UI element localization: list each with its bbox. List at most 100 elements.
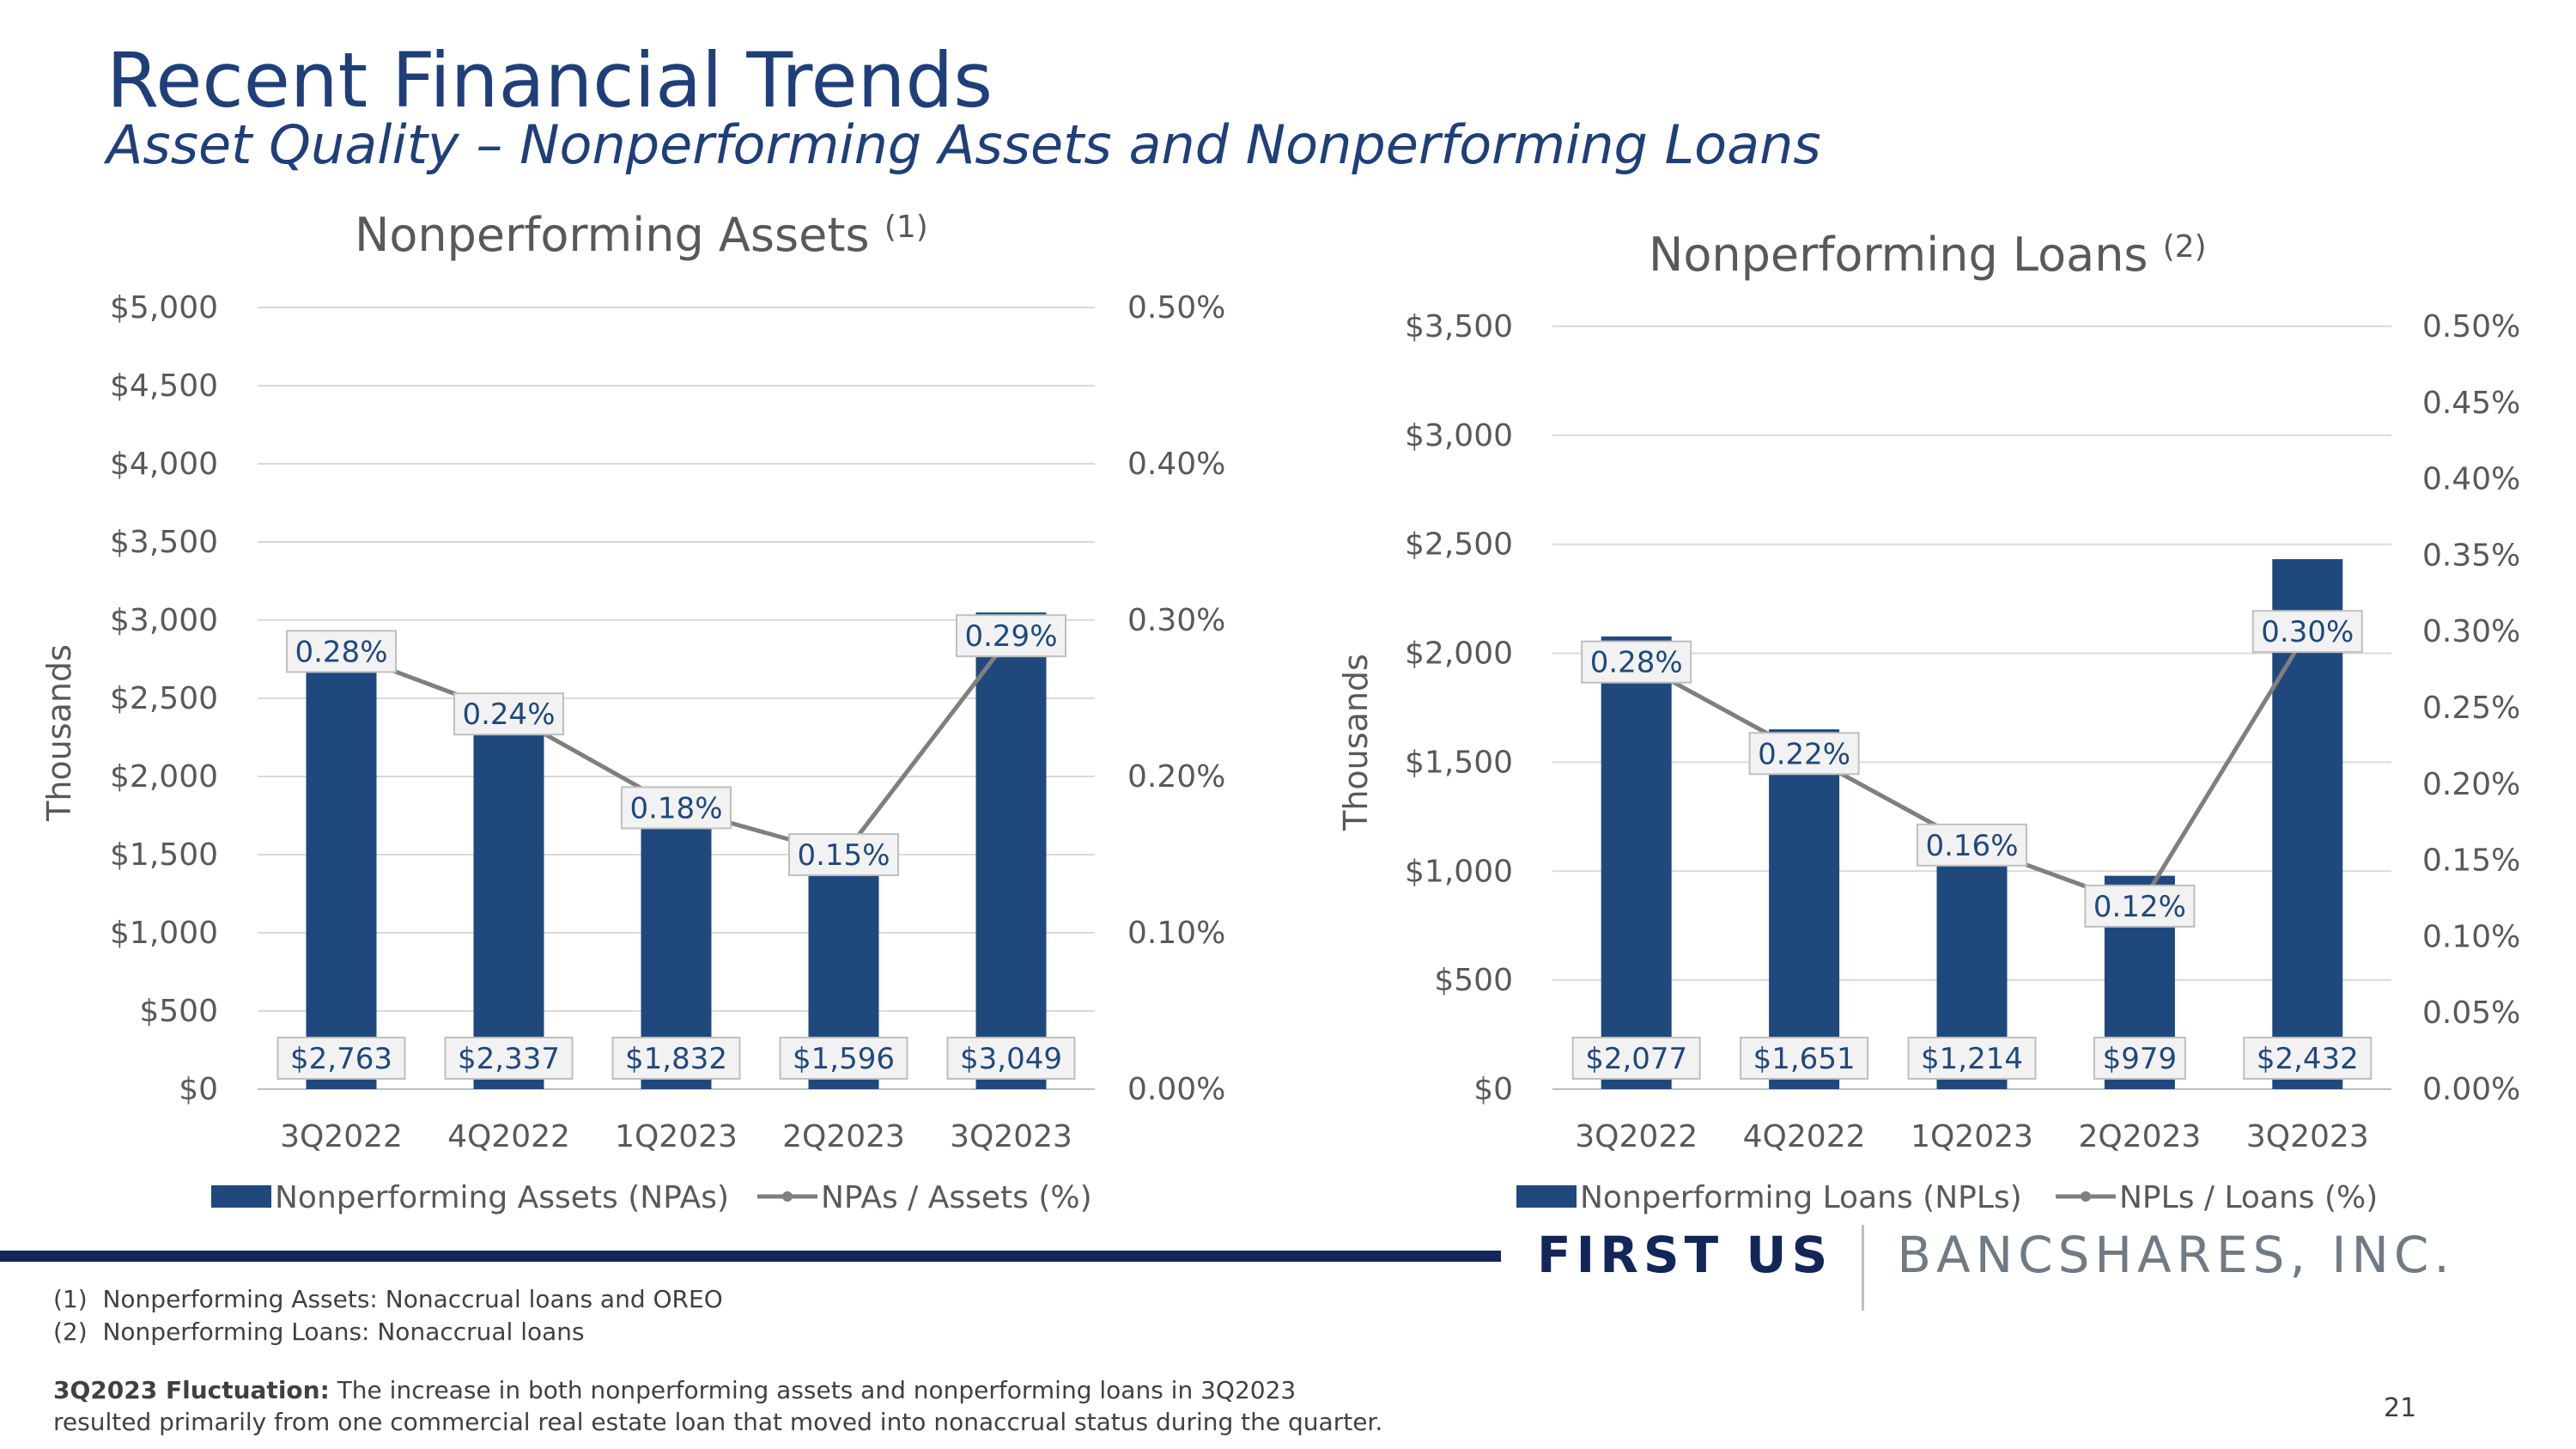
page-number: 21 <box>2384 1393 2417 1423</box>
y-axis-title: Thousands <box>40 644 78 822</box>
legend-bar-label: Nonperforming Loans (NPLs) <box>1580 1180 2022 1215</box>
bar-data-label: $3,049 <box>960 1042 1062 1076</box>
chart-title-superscript: (2) <box>2163 229 2207 265</box>
line-data-label-box <box>453 692 564 736</box>
logo-separator <box>1862 1225 1865 1311</box>
y2-tick-label: 0.00% <box>2422 1072 2520 1107</box>
legend-line-marker <box>782 1191 793 1202</box>
line-data-label-box <box>621 786 732 830</box>
bar <box>1769 729 1840 1089</box>
y-tick-label: $0 <box>1473 1072 1513 1107</box>
y-tick-label: $3,000 <box>110 603 218 638</box>
bar <box>473 723 544 1089</box>
bar-data-label-box <box>946 1037 1076 1080</box>
y-tick-label: $2,500 <box>110 681 218 716</box>
bar-data-label: $1,596 <box>793 1042 895 1076</box>
y2-tick-label: 0.40% <box>2422 462 2520 497</box>
bar-data-label: $2,432 <box>2257 1042 2359 1076</box>
footer-rule <box>0 1251 1501 1262</box>
chart-title-text: Nonperforming Loans <box>1649 228 2163 282</box>
line-data-label-box <box>2251 610 2363 654</box>
legend-line-marker <box>2081 1191 2091 1202</box>
y-axis-title: Thousands <box>1337 654 1375 831</box>
page-subtitle: Asset Quality – Nonperforming Assets and… <box>106 113 1821 176</box>
footnote-1: (1) Nonperforming Assets: Nonaccrual loa… <box>53 1283 723 1316</box>
line-data-label: 0.15% <box>797 838 890 873</box>
y2-tick-label: 0.45% <box>2422 386 2520 421</box>
footnotes: (1) Nonperforming Assets: Nonaccrual loa… <box>53 1283 723 1349</box>
bar-data-label-box <box>1907 1037 2037 1080</box>
y-tick-label: $1,500 <box>1405 745 1513 780</box>
bar-data-label-box <box>444 1037 574 1080</box>
y2-tick-label: 0.20% <box>1127 759 1225 795</box>
y2-tick-label: 0.40% <box>1127 447 1225 482</box>
line-data-label: 0.22% <box>1758 737 1850 771</box>
bar-data-label: $1,832 <box>625 1042 727 1076</box>
line-data-label-box <box>2084 884 2196 928</box>
y2-tick-label: 0.10% <box>1127 916 1225 951</box>
bar <box>975 612 1047 1089</box>
footnote-2: (2) Nonperforming Loans: Nonaccrual loan… <box>53 1316 723 1349</box>
legend-line-label: NPAs / Assets (%) <box>821 1180 1092 1215</box>
y2-tick-label: 0.00% <box>1127 1072 1225 1107</box>
x-tick-label: 4Q2022 <box>1743 1119 1866 1154</box>
bar-data-label-box <box>276 1037 406 1080</box>
bar-data-label-box <box>1740 1037 1869 1080</box>
y-tick-label: $4,500 <box>110 368 218 404</box>
bar-data-label-box <box>2243 1037 2372 1080</box>
legend-line-label: NPLs / Loans (%) <box>2119 1180 2378 1215</box>
chart-title: Nonperforming Loans (2) <box>1649 228 2207 282</box>
bar-data-label: $1,214 <box>1921 1042 2023 1076</box>
bar-data-label-box <box>779 1037 908 1080</box>
chart-nonperforming-loans: $0 $500 $1,000 $1,500 $2,000 $2,500 $3,000 $3,5… <box>1337 228 2520 1215</box>
bar-data-label: $2,337 <box>458 1042 560 1076</box>
x-tick-label: 3Q2023 <box>2246 1119 2369 1154</box>
bar-data-label-box <box>611 1037 741 1080</box>
bar-data-label: $1,651 <box>1753 1042 1856 1076</box>
footnote-text: Nonperforming Loans: Nonaccrual loans <box>102 1318 585 1346</box>
y-tick-label: $0 <box>179 1072 218 1107</box>
chart-nonperforming-assets: $0 $500 $1,000 $1,500 $2,000 $2,500 $3,000 $3,5… <box>40 208 1225 1215</box>
bar <box>306 657 377 1089</box>
legend: Nonperforming Assets (NPAs) NPAs / Assets… <box>211 1180 1092 1215</box>
y-tick-label: $1,000 <box>110 916 218 951</box>
logo-first-us: FIRST US <box>1537 1226 1833 1284</box>
x-tick-label: 3Q2022 <box>1575 1119 1698 1154</box>
y2-tick-label: 0.35% <box>2422 538 2520 573</box>
line-data-label: 0.28% <box>1590 646 1683 680</box>
chart-title-text: Nonperforming Assets <box>355 208 884 262</box>
line-data-label-box <box>1581 640 1692 684</box>
fluctuation-note: 3Q2023 Fluctuation: The increase in both… <box>53 1374 1393 1438</box>
y2-tick-label: 0.25% <box>2422 691 2520 726</box>
y-tick-label: $2,500 <box>1405 527 1513 563</box>
page-title: Recent Financial Trends <box>106 36 993 125</box>
chart-title-superscript: (1) <box>884 210 928 245</box>
bar-data-label: $2,077 <box>1585 1042 1687 1076</box>
y-tick-label: $1,500 <box>110 837 218 873</box>
x-tick-label: 1Q2023 <box>615 1119 738 1154</box>
y-tick-label: $500 <box>139 994 218 1029</box>
fluctuation-label: 3Q2023 Fluctuation: <box>53 1376 330 1404</box>
footnote-marker: (2) <box>53 1318 88 1346</box>
legend-bar-swatch <box>1516 1185 1577 1208</box>
x-tick-label: 3Q2023 <box>950 1119 1072 1154</box>
y2-tick-label: 0.30% <box>2422 614 2520 649</box>
chart-title: Nonperforming Assets (1) <box>355 208 928 262</box>
chart-grid <box>258 307 1095 1090</box>
y2-tick-label: 0.15% <box>2422 843 2520 879</box>
line-data-label: 0.18% <box>629 791 722 825</box>
legend-bar-swatch <box>211 1185 271 1208</box>
bar-data-label-box <box>2093 1037 2186 1080</box>
y-tick-label: $4,000 <box>110 447 218 482</box>
bar-data-label: $2,763 <box>290 1042 392 1076</box>
company-logo: FIRST US BANCSHARES, INC. <box>1537 1225 2455 1316</box>
y2-tick-label: 0.10% <box>2422 919 2520 954</box>
footnote-text: Nonperforming Assets: Nonaccrual loans a… <box>102 1285 723 1313</box>
x-tick-label: 2Q2023 <box>2078 1119 2201 1154</box>
x-tick-label: 2Q2023 <box>782 1119 905 1154</box>
line-data-label-box <box>1748 732 1860 776</box>
x-tick-label: 4Q2022 <box>447 1119 570 1154</box>
y-tick-label: $500 <box>1434 963 1513 998</box>
line-data-label-box <box>956 614 1066 658</box>
y2-tick-label: 0.05% <box>2422 995 2520 1031</box>
